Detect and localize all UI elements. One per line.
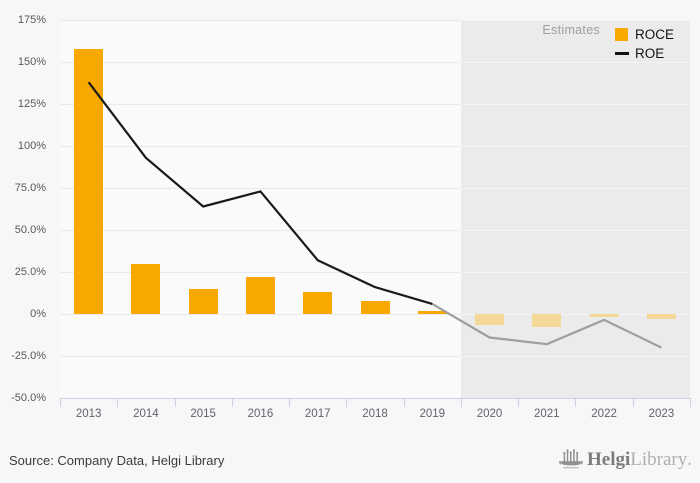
y-axis-label: 175% [17,14,46,26]
gridline [60,187,461,189]
bar-2014 [131,263,161,314]
y-axis-label: 150% [17,56,46,68]
x-axis-label: 2019 [419,408,446,420]
source-text: Source: Company Data, Helgi Library [9,453,225,468]
x-axis-tick [632,398,634,407]
x-axis-tick [231,398,233,407]
x-axis-label: 2022 [591,408,617,420]
y-axis-label: -50.0% [11,392,46,404]
x-axis-label: 2014 [133,408,159,420]
y-axis-label: 125% [17,98,46,110]
gridline [460,229,690,231]
estimates-region [460,20,690,398]
x-axis-label: 2021 [534,408,560,420]
x-axis-tick [518,398,520,407]
roe-line-swatch-icon [614,52,629,55]
gridline [60,271,461,273]
legend-row-roe: ROE [614,44,674,63]
y-axis-label: -25.0% [11,350,46,362]
x-axis-tick [174,398,176,407]
x-axis-line [60,398,690,399]
y-axis-label: 0% [30,308,46,320]
gridline [60,355,461,357]
bar-2019 [417,310,447,314]
logo-text-period: . [687,449,692,470]
legend-roce-swatch-wrap [614,28,629,41]
y-axis-label: 75.0% [14,182,46,194]
gridline [60,19,461,21]
gridline [460,61,690,63]
gridline [460,271,690,273]
helgi-ship-icon [559,449,583,469]
x-axis-tick [346,398,348,407]
legend-roce-label: ROCE [635,27,675,42]
legend: ROCE ROE [614,25,674,63]
gridline [460,103,690,105]
x-axis-tick [403,398,405,407]
logo-text-library: Library [630,449,688,470]
gridline [460,145,690,147]
gridline [60,229,461,231]
x-axis-tick [60,398,61,407]
bar-2015 [188,288,218,314]
gridline [60,145,461,147]
x-axis-tick [575,398,577,407]
gridline [460,19,690,21]
bar-2018 [360,301,390,314]
gridline [60,61,461,63]
x-axis-label: 2015 [190,408,216,420]
legend-roe-swatch-wrap [614,52,629,55]
x-axis-label: 2016 [247,408,274,420]
x-axis-label: 2013 [75,408,102,420]
roce-bar-swatch-icon [615,28,628,41]
logo-text-helgi: Helgi [586,449,631,470]
y-axis-label: 25.0% [14,266,46,278]
bar-2022 [589,314,619,318]
gridline [60,313,461,315]
y-axis-label: 100% [17,140,46,152]
bar-2017 [303,292,333,314]
helgi-library-logo[interactable]: Helgi Library. [559,448,692,471]
x-axis-label: 2017 [304,408,331,420]
legend-row-roce: ROCE [614,25,674,44]
estimates-region-label: Estimates [542,23,600,37]
x-axis-label: 2023 [648,408,675,420]
y-axis-label: 50.0% [14,224,46,236]
gridline [460,355,690,357]
bar-2020 [475,314,505,325]
x-axis-tick [460,398,462,407]
bar-2013 [74,48,104,314]
gridline [60,103,461,105]
bar-2021 [532,314,562,328]
bar-2023 [646,314,676,320]
x-axis-tick [117,398,119,407]
x-axis-label: 2020 [476,408,503,420]
x-axis-label: 2018 [362,408,388,420]
legend-roe-label: ROE [635,46,665,61]
x-axis-tick [289,398,291,407]
bar-2016 [245,277,275,314]
x-axis-tick [690,398,691,407]
gridline [460,187,690,189]
